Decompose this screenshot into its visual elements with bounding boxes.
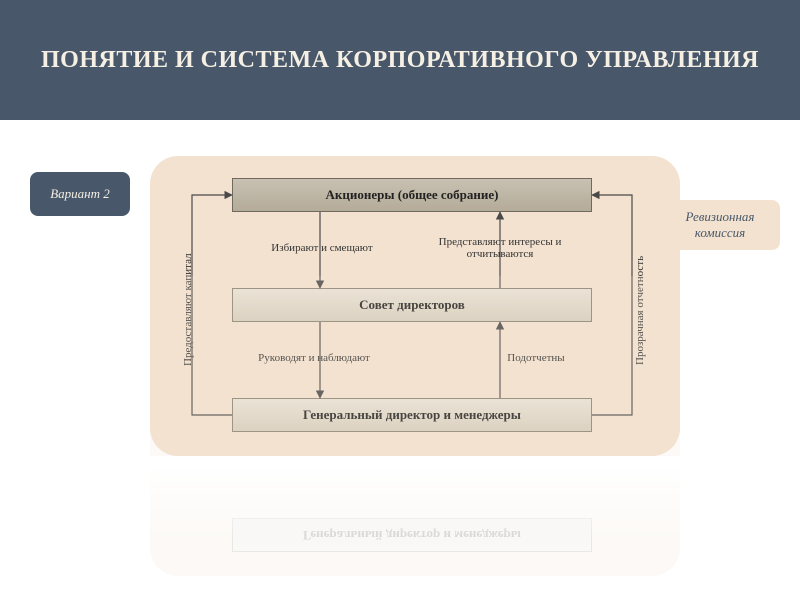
edge-label-elect: Избирают и смещают: [252, 242, 392, 254]
slide-header: ПОНЯТИЕ И СИСТЕМА КОРПОРАТИВНОГО УПРАВЛЕ…: [0, 0, 800, 120]
audit-commission-label: Ревизионная комиссия: [660, 209, 780, 241]
reflection-node: Генеральный директор и менеджеры: [232, 518, 592, 552]
node-shareholders-label: Акционеры (общее собрание): [326, 187, 499, 203]
panel-reflection: Генеральный директор и менеджеры: [0, 456, 800, 576]
node-shareholders: Акционеры (общее собрание): [232, 178, 592, 212]
variant-label: Вариант 2: [50, 186, 110, 202]
edge-label-represent: Представляют интересы и отчитываются: [420, 236, 580, 260]
reflection-panel-bg: [150, 276, 680, 576]
slide-title: ПОНЯТИЕ И СИСТЕМА КОРПОРАТИВНОГО УПРАВЛЕ…: [41, 47, 759, 74]
variant-badge: Вариант 2: [30, 172, 130, 216]
slide: ПОНЯТИЕ И СИСТЕМА КОРПОРАТИВНОГО УПРАВЛЕ…: [0, 0, 800, 600]
audit-commission-card: Ревизионная комиссия: [660, 200, 780, 250]
